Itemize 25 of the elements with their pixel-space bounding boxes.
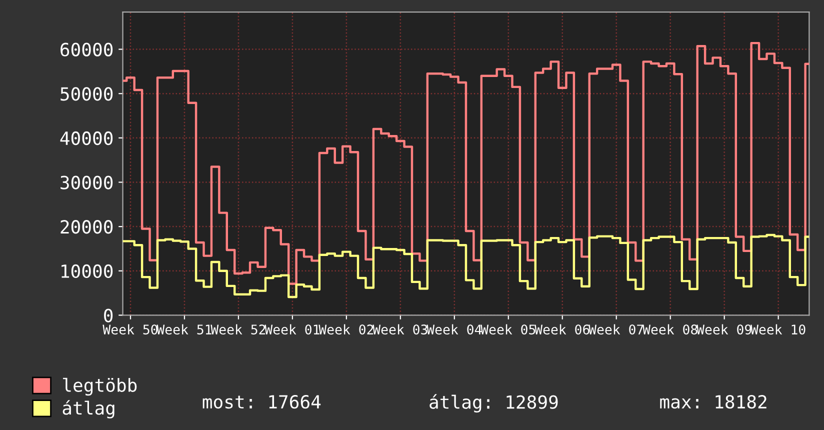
x-tick-label: Week 50 xyxy=(102,324,158,334)
x-tick-label: Week 07 xyxy=(588,324,644,334)
x-tick-label: Week 08 xyxy=(642,324,698,334)
x-tick-label: Week 03 xyxy=(372,324,428,334)
y-tick-label: 10000 xyxy=(62,264,113,278)
y-tick-label: 30000 xyxy=(60,176,113,190)
text: max: 18182 xyxy=(660,394,766,409)
x-tick-label: Week 04 xyxy=(426,324,482,334)
x-tick-label: Week 10 xyxy=(750,324,806,334)
legend-label: legtöbb xyxy=(63,378,137,396)
x-tick-label: Week 05 xyxy=(480,324,536,334)
y-tick-label: 60000 xyxy=(60,42,113,56)
y-tick-label: 0 xyxy=(104,308,113,322)
x-tick-label: Week 06 xyxy=(534,324,590,334)
y-tick-label: 50000 xyxy=(60,87,113,101)
y-tick-label: 40000 xyxy=(60,131,113,146)
x-tick-label: Week 02 xyxy=(318,324,374,334)
x-tick-label: Week 09 xyxy=(696,324,752,334)
text: átlag: 12899 xyxy=(430,394,558,412)
text: most: 17664 xyxy=(202,394,321,409)
x-tick-label: Week 52 xyxy=(210,324,266,334)
y-tick-label: 20000 xyxy=(60,220,113,234)
x-tick-label: Week 01 xyxy=(264,324,320,334)
x-tick-label: Week 51 xyxy=(156,324,212,334)
legend-label: átlag xyxy=(62,400,114,418)
